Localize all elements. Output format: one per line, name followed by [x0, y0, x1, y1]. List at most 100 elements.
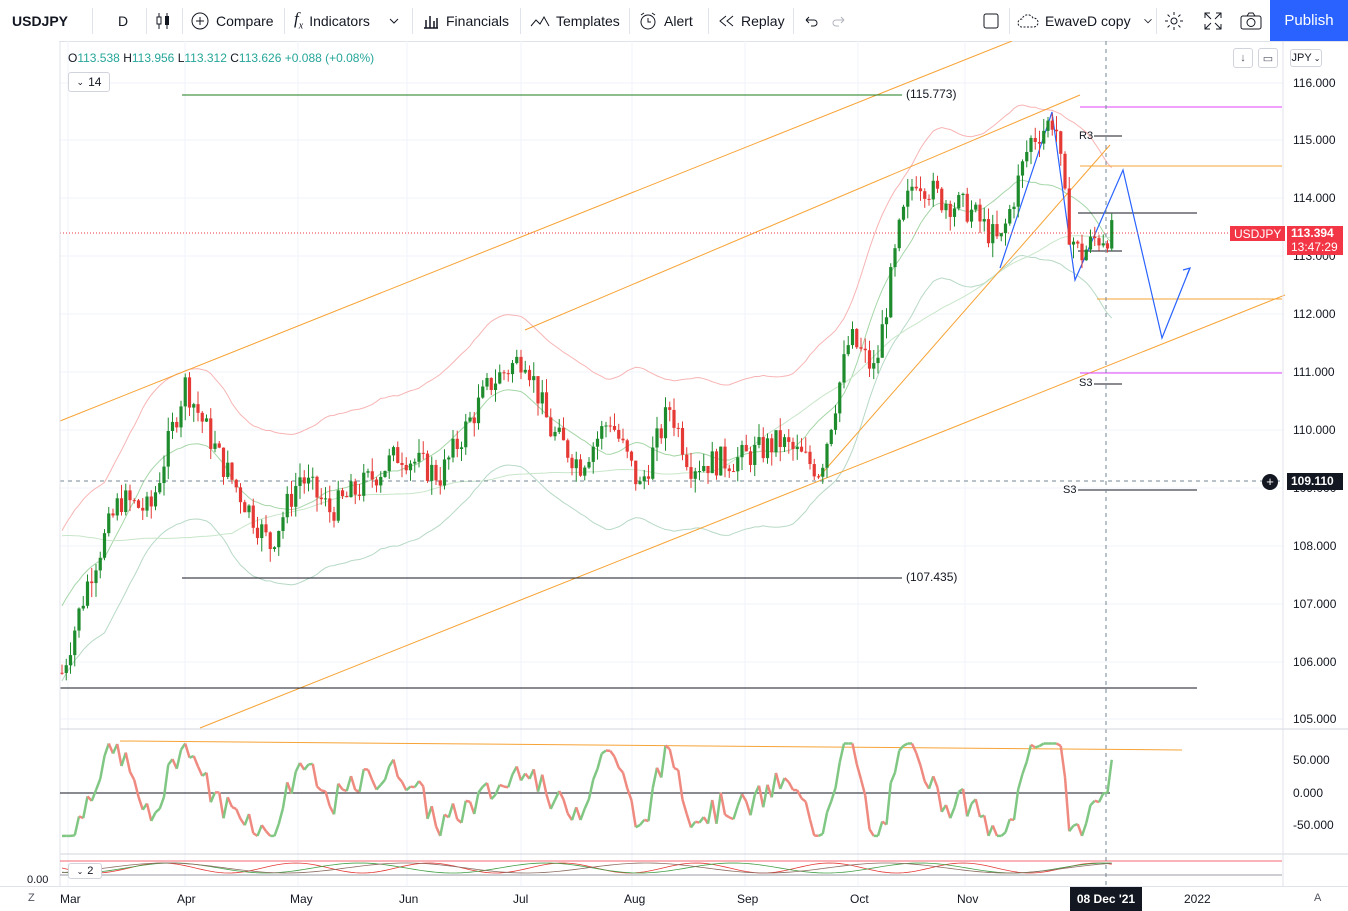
candle-body	[825, 444, 828, 468]
candle-body	[541, 392, 544, 403]
price-tick: 110.000	[1293, 423, 1336, 437]
osc-segment	[139, 797, 143, 810]
osc-segment	[491, 795, 495, 799]
candle-body	[736, 457, 739, 471]
candles-icon[interactable]	[153, 0, 173, 41]
candle-body	[987, 219, 990, 243]
candle-body	[90, 581, 93, 583]
osc-segment	[916, 753, 920, 766]
osc-segment	[117, 744, 121, 766]
osc-segment	[1018, 774, 1022, 789]
candle-body	[150, 497, 153, 507]
symbol-search[interactable]: USDJPY	[12, 0, 68, 41]
candle-body	[1080, 244, 1083, 261]
chart-canvas[interactable]	[0, 41, 1348, 886]
plus-icon[interactable]: +	[1262, 474, 1278, 490]
candle-body	[341, 490, 344, 496]
indicators-button[interactable]: fx Indicators	[294, 0, 402, 41]
candle-body	[927, 199, 930, 200]
collapse-legend-button[interactable]: ⌄ 14	[68, 72, 110, 92]
osc-segment	[653, 768, 657, 788]
financials-button[interactable]: Financials	[422, 0, 509, 41]
candle-body	[73, 631, 76, 656]
s3-label-2: S3	[1063, 484, 1076, 496]
osc-segment	[602, 751, 606, 754]
arrow-down-icon: ↓	[1240, 52, 1246, 64]
osc-segment	[984, 816, 988, 836]
candle-body	[651, 448, 654, 479]
maximize-pane-button[interactable]: ▭	[1258, 48, 1278, 68]
compare-button[interactable]: Compare	[190, 0, 274, 41]
osc-segment	[547, 795, 551, 809]
candle-body	[371, 471, 374, 479]
scroll-down-button[interactable]: ↓	[1233, 48, 1253, 68]
settings-button[interactable]	[1164, 0, 1184, 41]
plus-circle-icon	[190, 11, 210, 31]
candle-body	[507, 373, 510, 374]
undo-button[interactable]	[802, 0, 820, 41]
window-icon: ▭	[1263, 52, 1273, 65]
candle-body	[1051, 121, 1054, 130]
osc-segment	[338, 784, 342, 790]
candle-body	[196, 404, 199, 413]
osc-segment	[853, 744, 857, 765]
layout-selector[interactable]: EwaveD copy	[1017, 0, 1155, 41]
osc-segment	[275, 824, 279, 836]
candle-body	[898, 220, 901, 248]
candle-body	[749, 451, 752, 465]
publish-button[interactable]: Publish	[1270, 0, 1348, 41]
templates-button[interactable]: Templates	[530, 0, 620, 41]
alert-button[interactable]: Alert	[638, 0, 693, 41]
r3-label: R3	[1079, 130, 1093, 142]
replay-button[interactable]: Replay	[717, 0, 785, 41]
top-toolbar: USDJPY D Compare fx Indicators Financial…	[0, 0, 1348, 42]
auto-scale-button[interactable]: A	[1314, 892, 1321, 904]
osc-segment	[517, 766, 521, 780]
candle-body	[107, 513, 110, 533]
interval-button[interactable]: D	[118, 0, 128, 41]
currency-button[interactable]: JPY⌄	[1290, 49, 1322, 67]
candle-body	[621, 439, 624, 441]
osc-segment	[487, 783, 491, 799]
osc-segment	[623, 773, 627, 789]
candle-body	[702, 466, 705, 471]
candle-body	[855, 329, 858, 347]
candle-body	[328, 498, 331, 512]
redo-button[interactable]	[830, 0, 848, 41]
snapshot-button[interactable]	[1240, 0, 1262, 41]
candle-body	[405, 465, 408, 470]
osc-tick: -50.000	[1293, 818, 1334, 832]
osc-segment	[938, 788, 942, 812]
candle-body	[596, 439, 599, 447]
osc-segment	[717, 793, 721, 824]
candle-body	[1029, 138, 1032, 152]
osc-segment	[810, 819, 814, 835]
lower-indicator-pane	[60, 861, 1282, 875]
candle-body	[566, 440, 569, 458]
osc-tick: 50.000	[1293, 753, 1330, 767]
candle-body	[1012, 207, 1015, 209]
osc-segment	[219, 793, 223, 819]
candle-body	[681, 428, 684, 455]
chevron-down-icon: ⌄	[77, 77, 85, 88]
price-tick: 116.000	[1293, 76, 1336, 90]
osc-segment	[878, 822, 882, 836]
fullscreen-layout-button[interactable]	[982, 0, 1000, 41]
lower-pane-legend[interactable]: ⌄2	[68, 863, 102, 879]
osc-segment	[419, 781, 423, 786]
candle-body	[167, 431, 170, 467]
osc-segment	[661, 745, 665, 777]
length-value: 14	[88, 75, 101, 89]
fullscreen-button[interactable]	[1203, 0, 1223, 41]
osc-segment	[194, 756, 198, 767]
candle-body	[685, 455, 688, 467]
templates-icon	[530, 12, 550, 30]
candle-body	[154, 492, 157, 506]
candle-body	[451, 439, 454, 458]
time-label: Jun	[399, 892, 418, 906]
candle-body	[179, 406, 182, 427]
zoom-button[interactable]: Z	[28, 892, 35, 904]
bollinger-bands	[62, 105, 1112, 681]
candle-body	[579, 459, 582, 475]
